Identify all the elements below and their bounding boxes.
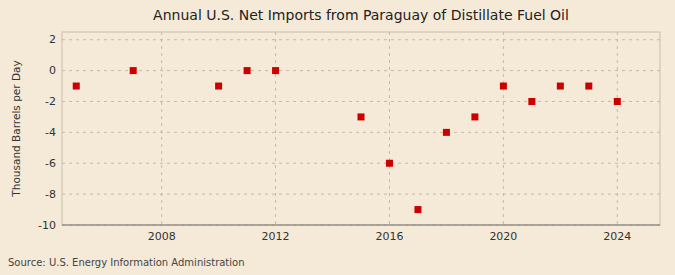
grid-line — [62, 225, 660, 226]
point — [471, 113, 478, 120]
x-tick-label: 2012 — [262, 230, 290, 243]
point — [358, 113, 365, 120]
point — [215, 83, 222, 90]
x-axis-line — [62, 225, 660, 226]
x-tick-label: 2016 — [375, 230, 403, 243]
source: Source: U.S. Energy Information Administ… — [8, 257, 245, 268]
y-tick-label: 0 — [49, 64, 56, 77]
point — [614, 98, 621, 105]
point — [557, 83, 564, 90]
point — [130, 67, 137, 74]
y-tick-label: -4 — [45, 126, 56, 139]
grid-line — [62, 132, 660, 133]
point — [414, 206, 421, 213]
points — [73, 67, 621, 213]
grid-line — [62, 39, 660, 40]
grid-line — [389, 32, 390, 225]
x-tick-label: 2024 — [603, 230, 631, 243]
plot-frame — [62, 32, 660, 225]
grid-line — [62, 101, 660, 102]
point — [500, 83, 507, 90]
y-tick-label: -10 — [38, 219, 56, 232]
x-tick-label: 2008 — [148, 230, 176, 243]
y-tick-label: -6 — [45, 157, 56, 170]
grid-line — [617, 32, 618, 225]
point — [272, 67, 279, 74]
point — [244, 67, 251, 74]
y-tick-label: -2 — [45, 95, 56, 108]
grid — [62, 32, 660, 225]
y-axis-label: Thousand Barrels per Day — [10, 60, 22, 197]
point — [73, 83, 80, 90]
grid-line — [62, 194, 660, 195]
chart: 2 0 -2 -4 -6 -8 -10 2008 2012 2016 2020 2024 Annual … — [0, 0, 675, 275]
x-tick-label: 2020 — [489, 230, 517, 243]
y-tick-label: -8 — [45, 188, 56, 201]
title: Annual U.S. Net Imports from Paraguay of… — [153, 7, 569, 23]
point — [528, 98, 535, 105]
point — [443, 129, 450, 136]
grid-line — [62, 163, 660, 164]
grid-line — [161, 32, 162, 225]
grid-line — [275, 32, 276, 225]
point — [585, 83, 592, 90]
point — [386, 160, 393, 167]
background — [0, 0, 675, 275]
grid-line — [503, 32, 504, 225]
grid-line — [62, 70, 660, 71]
y-tick-label: 2 — [49, 33, 56, 46]
